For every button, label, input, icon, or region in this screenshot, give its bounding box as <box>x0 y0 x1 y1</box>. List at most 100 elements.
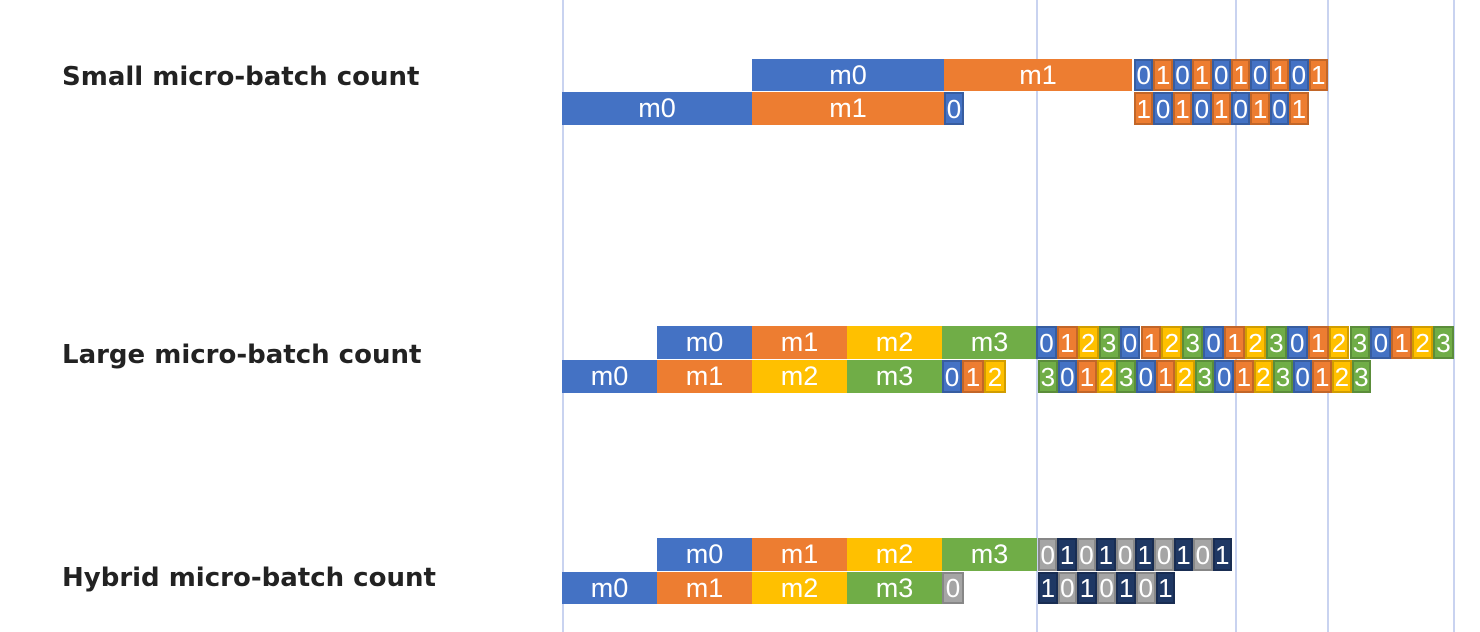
microbatch-block: 1 <box>1135 538 1155 571</box>
microbatch-block: 0 <box>1203 326 1225 359</box>
microbatch-block: 1 <box>1173 538 1194 571</box>
microbatch-block: 2 <box>1161 326 1183 359</box>
microbatch-block: 0 <box>1370 326 1392 359</box>
microbatch-block: 0 <box>1036 326 1057 359</box>
microbatch-block: 0 <box>1211 59 1231 91</box>
microbatch-block: m0 <box>562 572 657 604</box>
microbatch-block: m1 <box>944 59 1132 91</box>
microbatch-block: 0 <box>1153 92 1173 125</box>
microbatch-block: 0 <box>1119 326 1141 359</box>
microbatch-block: 1 <box>1391 326 1413 359</box>
microbatch-block: 0 <box>1214 360 1234 393</box>
microbatch-block: 0 <box>942 572 964 604</box>
microbatch-block: m2 <box>752 572 847 604</box>
microbatch-block: 0 <box>1192 92 1212 125</box>
microbatch-block: 1 <box>1155 572 1176 604</box>
timeline-gridline <box>562 0 564 632</box>
microbatch-block: 0 <box>1154 538 1174 571</box>
microbatch-block: m1 <box>657 572 752 604</box>
microbatch-block: 0 <box>1250 59 1270 91</box>
microbatch-block: 0 <box>942 360 962 393</box>
timeline-gridline <box>1453 0 1455 632</box>
microbatch-block: m1 <box>752 326 847 359</box>
microbatch-block: m3 <box>942 326 1037 359</box>
row-label-small: Small micro-batch count <box>62 62 420 92</box>
microbatch-block: 3 <box>1265 326 1287 359</box>
row-label-hybrid: Hybrid micro-batch count <box>62 563 436 593</box>
microbatch-block: 0 <box>1231 92 1251 125</box>
microbatch-block: 0 <box>1136 572 1156 604</box>
microbatch-block: 1 <box>1234 360 1254 393</box>
microbatch-block: 1 <box>1308 59 1328 91</box>
microbatch-block: 1 <box>1212 538 1232 571</box>
microbatch-block: m1 <box>752 538 847 571</box>
microbatch-block: m3 <box>847 360 942 393</box>
microbatch-block: 1 <box>1172 92 1193 125</box>
microbatch-block: 1 <box>1231 59 1251 91</box>
microbatch-block: m2 <box>847 326 942 359</box>
microbatch-block: 3 <box>1351 360 1372 393</box>
microbatch-block: 1 <box>1077 360 1097 393</box>
microbatch-block: m2 <box>847 538 942 571</box>
microbatch-block: 1 <box>1307 326 1329 359</box>
timeline-gridline <box>1327 0 1329 632</box>
microbatch-block: 2 <box>1096 360 1117 393</box>
microbatch-block: 0 <box>1115 538 1135 571</box>
timeline-gridline <box>1235 0 1237 632</box>
microbatch-block: 0 <box>1134 59 1154 91</box>
microbatch-block: 0 <box>944 92 964 125</box>
microbatch-block: 0 <box>1193 538 1213 571</box>
microbatch-block: m1 <box>752 92 944 125</box>
microbatch-block: 0 <box>1096 572 1117 604</box>
microbatch-block: 2 <box>1245 326 1266 359</box>
microbatch-block: 2 <box>1412 326 1434 359</box>
microbatch-block: m0 <box>657 326 752 359</box>
microbatch-block: 1 <box>1155 360 1176 393</box>
microbatch-block: 1 <box>1269 59 1290 91</box>
microbatch-block: 1 <box>1096 538 1116 571</box>
microbatch-block: 0 <box>1172 59 1193 91</box>
microbatch-block: m0 <box>562 92 752 125</box>
microbatch-block: 1 <box>1224 326 1245 359</box>
microbatch-block: 3 <box>1038 360 1058 393</box>
microbatch-block: 0 <box>1292 360 1313 393</box>
microbatch-block: 2 <box>1328 326 1350 359</box>
microbatch-block: 1 <box>1289 92 1309 125</box>
microbatch-block: 1 <box>1057 538 1077 571</box>
microbatch-block: 2 <box>1332 360 1352 393</box>
timeline-gridline <box>1036 0 1038 632</box>
microbatch-block: m3 <box>847 572 942 604</box>
microbatch-block: m0 <box>752 59 944 91</box>
microbatch-block: 1 <box>1056 326 1078 359</box>
microbatch-block: 0 <box>1136 360 1156 393</box>
microbatch-block: 1 <box>1077 572 1097 604</box>
microbatch-block: 1 <box>1116 572 1136 604</box>
microbatch-block: m2 <box>752 360 847 393</box>
microbatch-block: 0 <box>1057 360 1078 393</box>
microbatch-block: 0 <box>1286 326 1308 359</box>
microbatch-block: 1 <box>1134 92 1154 125</box>
microbatch-block: m3 <box>942 538 1037 571</box>
row-label-large: Large micro-batch count <box>62 340 422 370</box>
microbatch-block: m0 <box>562 360 657 393</box>
microbatch-block: m0 <box>657 538 752 571</box>
microbatch-block: 3 <box>1433 326 1454 359</box>
microbatch-block: 0 <box>1057 572 1078 604</box>
microbatch-block: 2 <box>1077 326 1099 359</box>
microbatch-block: 1 <box>962 360 984 393</box>
microbatch-block: 1 <box>1192 59 1212 91</box>
microbatch-block: 1 <box>1250 92 1270 125</box>
microbatch-block: 3 <box>1194 360 1215 393</box>
microbatch-block: 1 <box>1312 360 1332 393</box>
microbatch-block: 1 <box>1211 92 1231 125</box>
microbatch-block: 3 <box>1098 326 1120 359</box>
microbatch-block: 2 <box>984 360 1006 393</box>
microbatch-block: 3 <box>1273 360 1293 393</box>
microbatch-block: 1 <box>1140 326 1162 359</box>
microbatch-block: 0 <box>1038 538 1058 571</box>
microbatch-block: 0 <box>1289 59 1309 91</box>
microbatch-block: 1 <box>1038 572 1058 604</box>
microbatch-block: 3 <box>1116 360 1136 393</box>
microbatch-block: 1 <box>1153 59 1173 91</box>
